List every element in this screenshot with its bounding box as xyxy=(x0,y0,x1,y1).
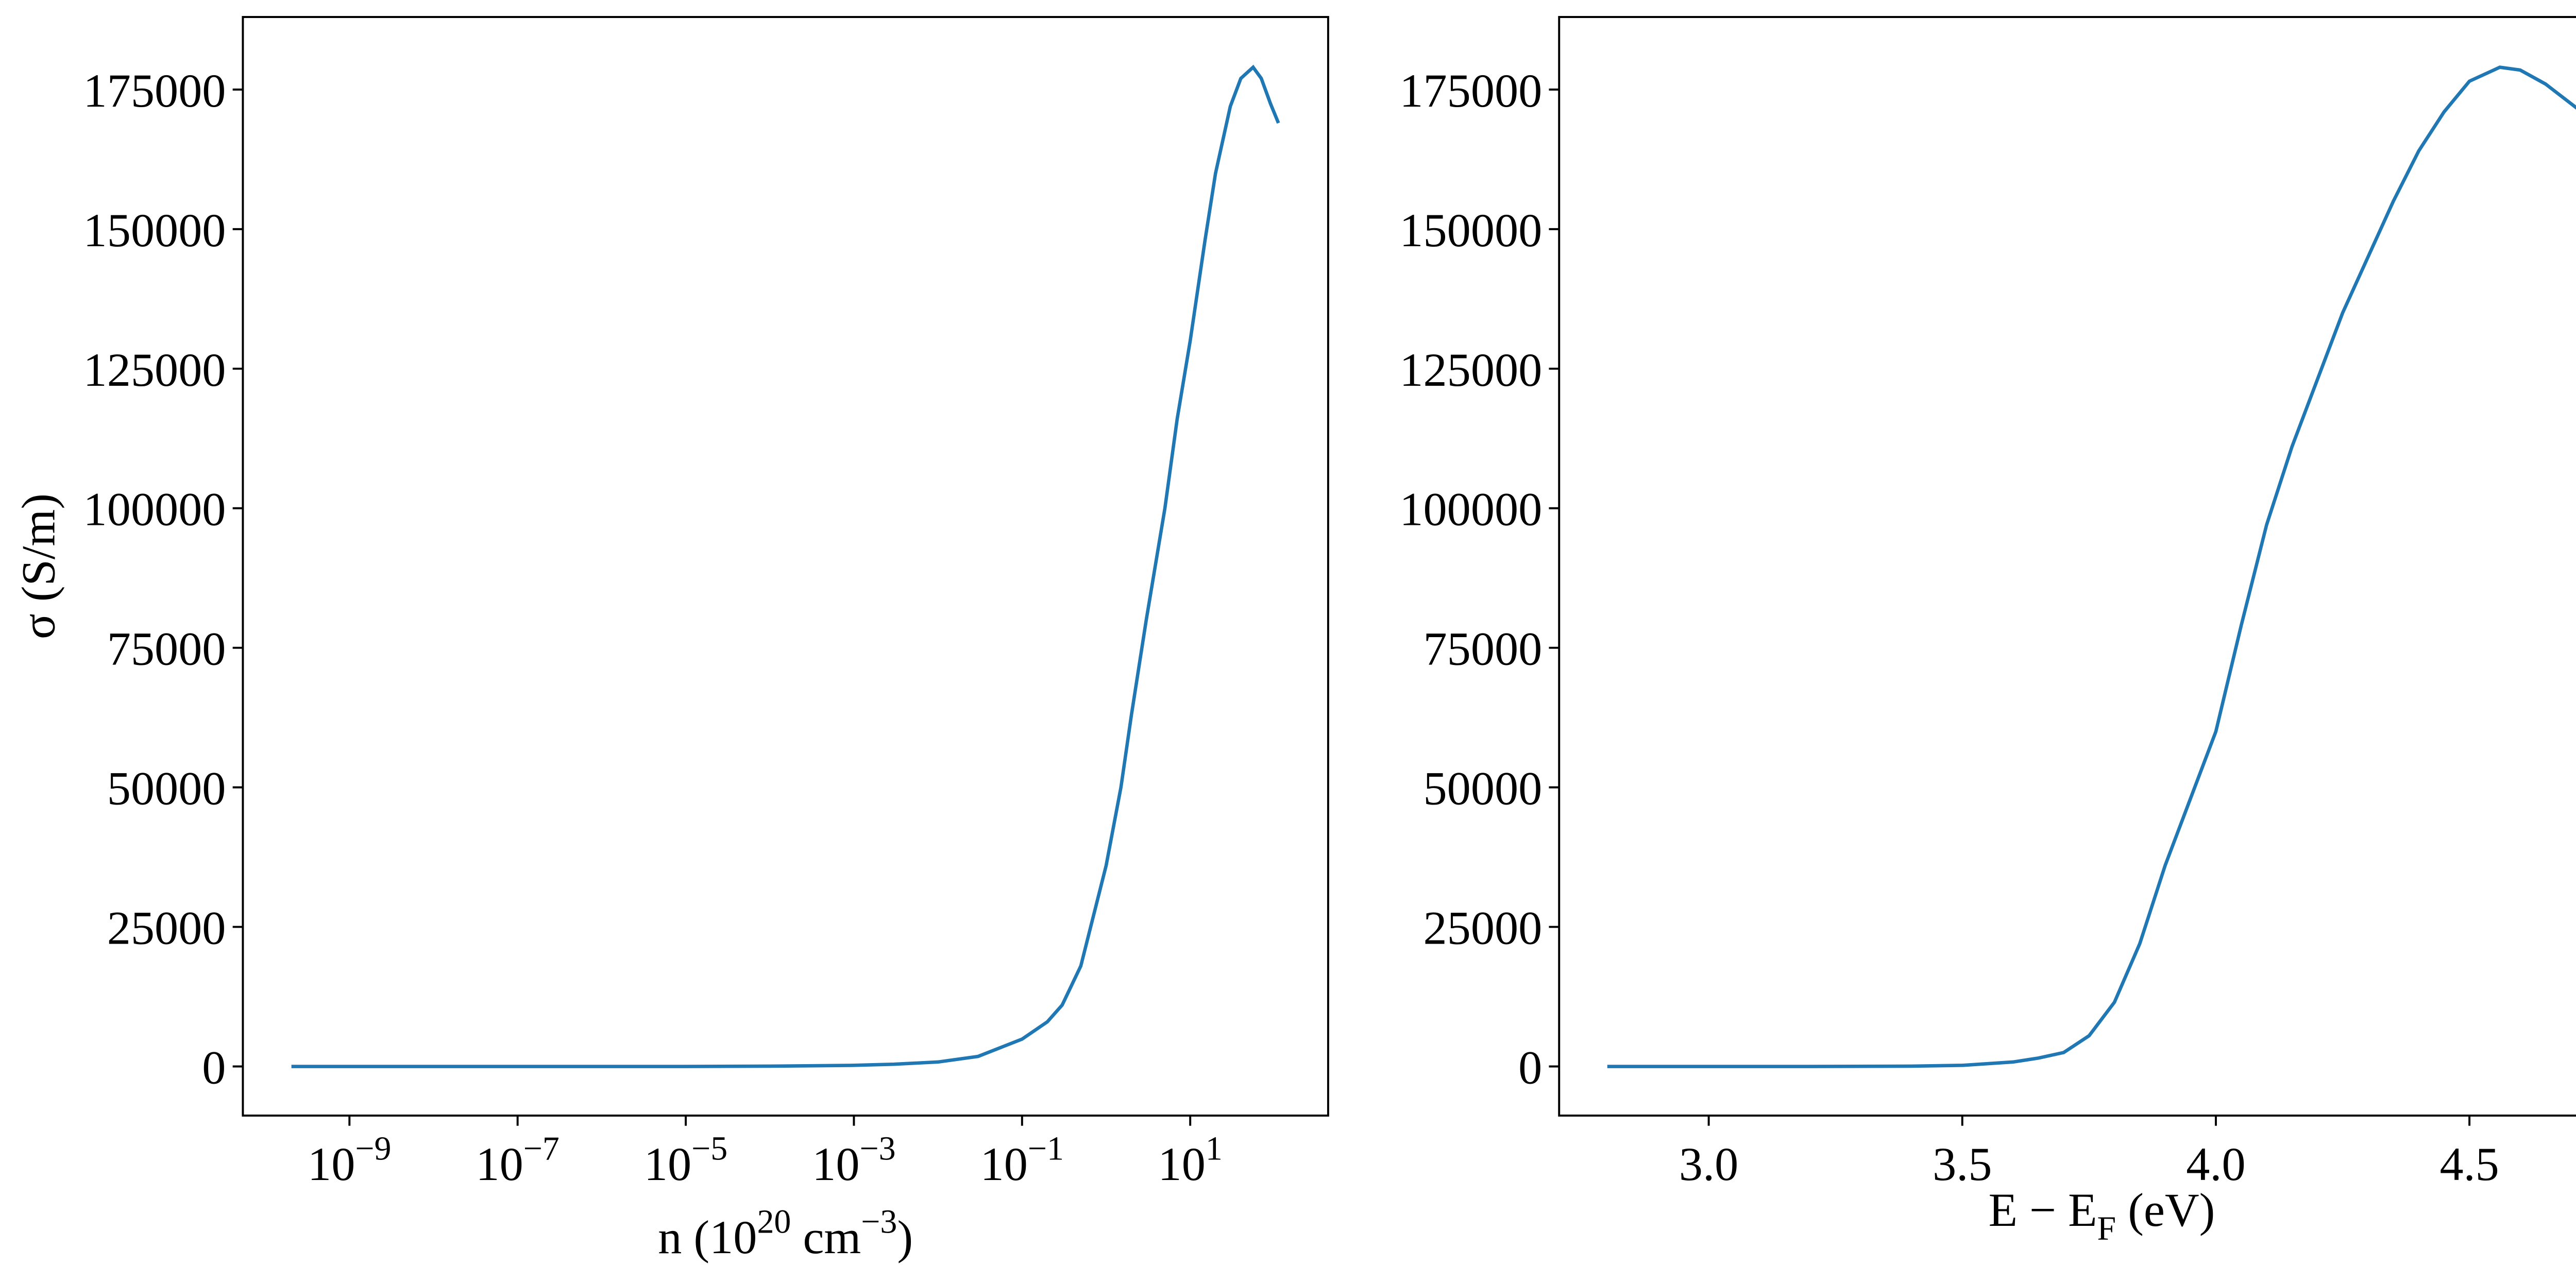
y-tick-label: 100000 xyxy=(83,483,226,536)
y-tick-label: 50000 xyxy=(107,762,226,815)
x-tick-label: 3.0 xyxy=(1679,1138,1738,1190)
x-axis-label-part: cm xyxy=(791,1211,861,1263)
y-tick-label: 50000 xyxy=(1423,762,1543,815)
x-axis-label-part: n (10 xyxy=(658,1211,757,1263)
y-tick-label: 25000 xyxy=(107,902,226,954)
x-tick-label: 101 xyxy=(1158,1130,1223,1191)
x-tick-label: 10−9 xyxy=(308,1130,391,1191)
x-tick-label: 10−3 xyxy=(812,1130,895,1191)
x-tick-label: 10−7 xyxy=(476,1130,559,1191)
y-axis-label: σ (S/m) xyxy=(12,493,64,639)
y-tick-label: 150000 xyxy=(1399,204,1542,257)
x-tick-label: 3.5 xyxy=(1933,1138,1992,1190)
plot-frame xyxy=(242,16,1329,1117)
x-axis-label-part: F xyxy=(2097,1210,2116,1247)
y-tick-label: 125000 xyxy=(1399,344,1542,396)
data-line xyxy=(291,64,1280,1068)
y-tick-label: 175000 xyxy=(83,64,226,117)
x-axis-label-part: 20 xyxy=(757,1203,791,1240)
y-tick-label: 100000 xyxy=(1399,483,1542,536)
y-tick-label: 0 xyxy=(202,1041,226,1093)
x-axis-label: E − EF (eV) xyxy=(1989,1184,2215,1247)
x-axis-label-part: −3 xyxy=(861,1203,897,1240)
y-tick-label: 25000 xyxy=(1423,902,1543,954)
y-tick-label: 175000 xyxy=(1399,64,1542,117)
x-axis-label-part: (eV) xyxy=(2116,1184,2215,1236)
y-tick-label: 125000 xyxy=(83,344,226,396)
y-tick-label: 150000 xyxy=(83,204,226,257)
y-tick-label: 75000 xyxy=(107,623,226,675)
data-line xyxy=(1607,65,2576,1068)
x-tick-label: 4.0 xyxy=(2186,1138,2245,1190)
x-axis-label-part: ) xyxy=(897,1211,913,1263)
y-tick-label: 75000 xyxy=(1423,623,1543,675)
x-tick-label: 10−5 xyxy=(644,1130,727,1191)
plot-frame xyxy=(1558,16,2576,1117)
x-axis-label: n (1020 cm−3) xyxy=(658,1203,913,1263)
y-tick-label: 0 xyxy=(1518,1041,1542,1093)
x-axis-label-part: E − E xyxy=(1989,1184,2097,1236)
x-tick-label: 4.5 xyxy=(2439,1138,2499,1190)
x-tick-label: 10−1 xyxy=(980,1130,1064,1191)
